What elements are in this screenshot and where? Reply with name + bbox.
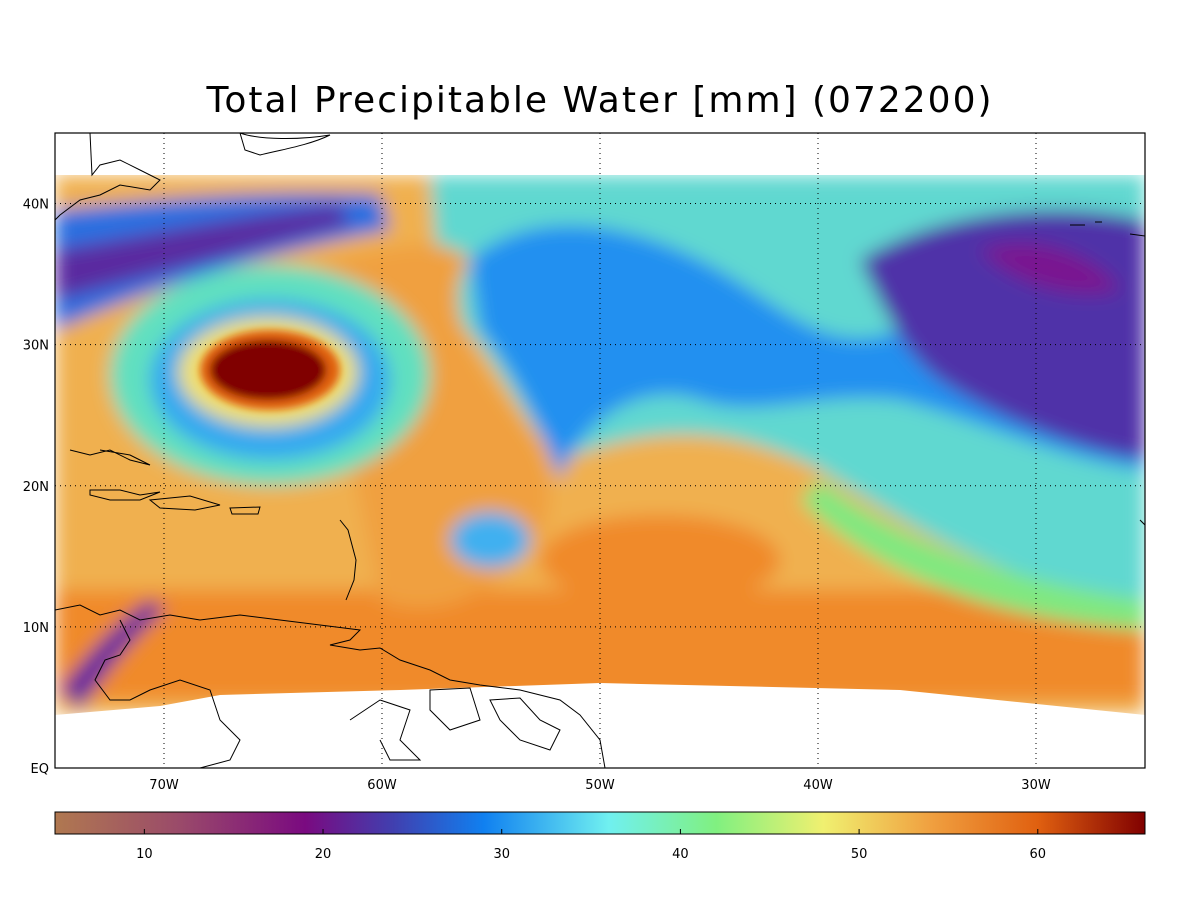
- lat-tick-label: 30N: [23, 339, 49, 354]
- colorbar-tick-label: 60: [1030, 847, 1047, 862]
- colorbar-tick-label: 10: [136, 847, 153, 862]
- coastlines: [55, 133, 1145, 768]
- longitude-labels: 70W 60W 50W 40W 30W: [149, 778, 1051, 793]
- colorbar: [54, 811, 1146, 835]
- lat-tick-label: 10N: [23, 621, 49, 636]
- lon-tick-label: 50W: [585, 778, 615, 793]
- map-title: Total Precipitable Water [mm] (072200): [206, 80, 994, 121]
- lat-tick-label: 40N: [23, 198, 49, 213]
- colorbar-tick-label: 20: [315, 847, 332, 862]
- lat-lon-grid: [55, 133, 1145, 768]
- lon-tick-label: 70W: [149, 778, 179, 793]
- lon-tick-label: 30W: [1021, 778, 1051, 793]
- moisture-field: [55, 133, 1145, 768]
- map-frame: [54, 132, 1146, 769]
- lon-tick-label: 60W: [367, 778, 397, 793]
- latitude-labels: 40N 30N 20N 10N EQ: [23, 198, 49, 777]
- colorbar-tick-label: 30: [493, 847, 510, 862]
- lat-tick-label: EQ: [31, 762, 49, 777]
- colorbar-tick-label: 40: [672, 847, 689, 862]
- colorbar-ticks: 10 20 30 40 50 60: [136, 829, 1046, 862]
- colorbar-tick-label: 50: [851, 847, 868, 862]
- lat-tick-label: 20N: [23, 480, 49, 495]
- lon-tick-label: 40W: [803, 778, 833, 793]
